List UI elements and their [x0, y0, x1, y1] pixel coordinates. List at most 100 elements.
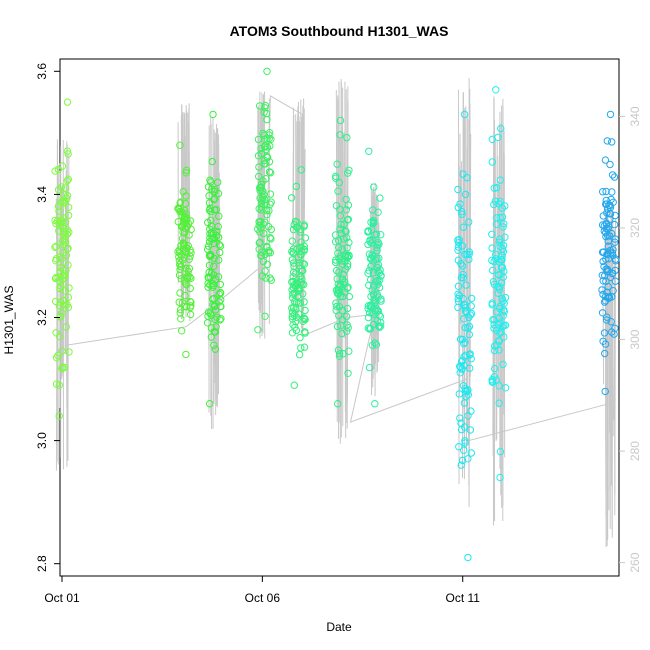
scatter-point — [205, 206, 214, 214]
y-axis-label: H1301_WAS — [2, 286, 16, 355]
scatter-point — [500, 267, 508, 276]
scatter-point — [364, 228, 372, 236]
scatter-point — [599, 188, 607, 196]
scatter-point — [62, 267, 70, 275]
scatter-point — [497, 279, 506, 287]
scatter-point — [214, 178, 222, 187]
scatter-point — [207, 178, 215, 186]
scatter-point — [336, 131, 344, 139]
scatter-point — [342, 195, 350, 204]
scatter-point — [332, 299, 340, 307]
scatter-point — [373, 241, 382, 249]
scatter-point — [332, 266, 341, 275]
scatter-point — [210, 262, 218, 270]
scatter-point — [301, 306, 309, 315]
scatter-point — [500, 306, 508, 314]
scatter-point — [265, 129, 274, 137]
x-tick-label: Oct 01 — [44, 591, 80, 605]
scatter-point — [211, 345, 220, 353]
scatter-point — [64, 150, 72, 158]
secondary-line-segment — [337, 99, 339, 404]
scatter-point — [602, 255, 610, 263]
scatter-point — [61, 238, 70, 246]
scatter-point — [187, 298, 195, 306]
scatter-point — [335, 243, 343, 252]
scatter-point — [331, 238, 340, 246]
scatter-point — [376, 322, 385, 330]
scatter-point — [495, 258, 503, 266]
scatter-point — [368, 303, 376, 311]
scatter-point — [211, 315, 219, 324]
scatter-point — [376, 266, 384, 274]
scatter-point — [371, 231, 379, 239]
scatter-point — [182, 210, 190, 218]
scatter-point — [464, 455, 472, 463]
scatter-point — [333, 302, 341, 311]
scatter-point — [259, 177, 267, 185]
scatter-point — [58, 364, 66, 373]
scatter-point — [266, 249, 274, 257]
scatter-point — [489, 266, 497, 275]
scatter-point — [289, 294, 297, 302]
scatter-point — [600, 298, 609, 306]
scatter-point — [177, 263, 186, 271]
scatter-point — [332, 306, 340, 315]
scatter-point — [462, 308, 471, 316]
scatter-point — [608, 188, 616, 196]
scatter-point — [465, 250, 473, 259]
scatter-point — [601, 293, 610, 301]
scatter-point — [263, 210, 271, 219]
scatter-point — [263, 260, 272, 268]
scatter-point — [611, 266, 619, 275]
scatter-point — [491, 364, 499, 373]
scatter-point — [598, 248, 607, 257]
scatter-point — [300, 298, 308, 306]
secondary-line-segment — [611, 258, 614, 437]
secondary-line-segment — [457, 89, 460, 484]
scatter-point — [370, 296, 378, 304]
scatter-point — [365, 147, 373, 156]
scatter-point — [57, 218, 66, 227]
scatter-point — [375, 323, 384, 331]
y-tick-label: 3.6 — [35, 63, 49, 80]
scatter-point — [334, 400, 342, 408]
scatter-point — [603, 267, 611, 276]
scatter-point — [261, 250, 269, 259]
scatter-point — [266, 190, 275, 198]
scatter-point — [371, 400, 379, 408]
scatter-point — [499, 223, 507, 231]
scatter-point — [260, 108, 268, 116]
scatter-point — [488, 244, 496, 252]
scatter-point — [455, 390, 463, 398]
scatter-point — [257, 203, 266, 211]
scatter-point — [292, 313, 301, 321]
scatter-point — [367, 262, 375, 271]
scatter-point — [290, 262, 298, 271]
scatter-point — [64, 293, 73, 302]
scatter-point — [206, 400, 214, 408]
scatter-point — [376, 194, 384, 202]
scatter-point — [336, 116, 345, 125]
scatter-point — [456, 200, 464, 208]
scatter-point — [454, 256, 463, 264]
scatter-point — [467, 302, 475, 310]
scatter-point — [207, 216, 215, 225]
scatter-point — [611, 324, 619, 332]
scatter-point — [59, 240, 68, 249]
scatter-point — [376, 313, 385, 321]
scatter-point — [465, 218, 473, 226]
scatter-point — [296, 333, 304, 342]
scatter-point — [490, 200, 498, 209]
scatter-point — [344, 260, 352, 268]
scatter-point — [294, 253, 303, 261]
scatter-point — [260, 143, 269, 151]
scatter-point — [215, 241, 224, 249]
scatter-point — [187, 302, 195, 310]
scatter-point — [204, 283, 212, 291]
scatter-point — [175, 298, 183, 306]
scatter-point — [63, 230, 72, 238]
scatter-point — [343, 133, 351, 142]
scatter-point — [65, 348, 73, 356]
scatter-point — [604, 242, 612, 250]
scatter-point — [255, 218, 263, 226]
